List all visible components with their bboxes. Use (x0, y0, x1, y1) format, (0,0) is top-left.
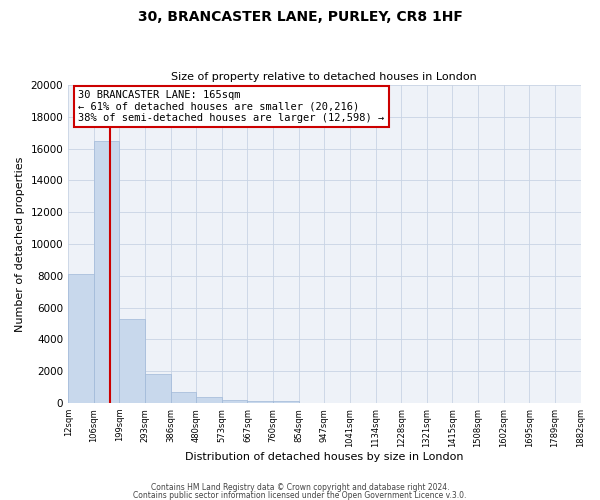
Text: 30 BRANCASTER LANE: 165sqm
← 61% of detached houses are smaller (20,216)
38% of : 30 BRANCASTER LANE: 165sqm ← 61% of deta… (79, 90, 385, 123)
Bar (94, 140, 119, 403)
Bar (222, 400, 247, 403)
Text: Contains public sector information licensed under the Open Government Licence v.: Contains public sector information licen… (133, 490, 467, 500)
X-axis label: Distribution of detached houses by size in London: Distribution of detached houses by size … (185, 452, 464, 462)
Text: Contains HM Land Registry data © Crown copyright and database right 2024.: Contains HM Land Registry data © Crown c… (151, 484, 449, 492)
Bar (119, 318, 145, 403)
Bar (145, 374, 170, 403)
Y-axis label: Number of detached properties: Number of detached properties (15, 156, 25, 332)
Text: 30, BRANCASTER LANE, PURLEY, CR8 1HF: 30, BRANCASTER LANE, PURLEY, CR8 1HF (137, 10, 463, 24)
Title: Size of property relative to detached houses in London: Size of property relative to detached ho… (172, 72, 477, 82)
Bar (273, 402, 299, 403)
Bar (196, 398, 222, 403)
Bar (247, 400, 273, 403)
Bar (68, 274, 94, 403)
Bar (170, 392, 196, 403)
